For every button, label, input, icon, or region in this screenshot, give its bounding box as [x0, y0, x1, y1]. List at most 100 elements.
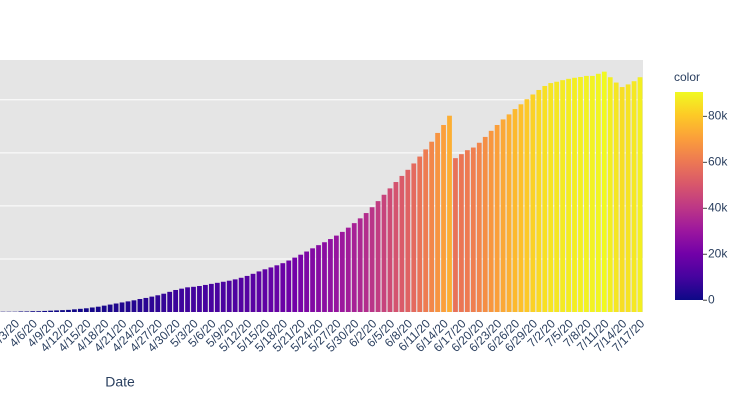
bar — [173, 289, 179, 312]
bar — [30, 311, 36, 312]
bar — [298, 254, 304, 312]
bar — [637, 77, 643, 313]
bar — [387, 188, 393, 312]
bar — [619, 87, 625, 312]
bar — [423, 149, 429, 312]
bar — [405, 169, 411, 312]
bar — [411, 163, 417, 312]
bar — [137, 299, 143, 312]
bar — [18, 311, 24, 312]
bar — [143, 297, 149, 312]
bar — [625, 84, 631, 313]
bar — [435, 132, 440, 312]
bar — [548, 83, 554, 312]
bar — [232, 279, 238, 312]
colorbar-tick-label: 20k — [708, 246, 728, 260]
bar — [214, 282, 220, 312]
bar — [197, 286, 202, 312]
bar — [369, 207, 375, 312]
bar — [208, 283, 214, 312]
bar — [191, 286, 196, 312]
bar — [607, 77, 613, 313]
bar — [631, 81, 637, 312]
bar — [24, 311, 30, 312]
bar — [566, 78, 571, 313]
bar — [238, 277, 244, 312]
bar — [328, 239, 333, 312]
bar — [101, 305, 107, 312]
bar — [572, 77, 577, 312]
colorbar-title: color — [674, 70, 700, 84]
bar — [453, 158, 458, 312]
bar — [506, 114, 512, 313]
bar — [375, 201, 381, 312]
bar — [83, 308, 89, 312]
bar — [530, 94, 536, 312]
bar — [345, 227, 351, 312]
bar — [95, 306, 101, 312]
bar — [518, 104, 524, 312]
bar — [256, 271, 262, 312]
bar — [399, 175, 405, 312]
bar — [155, 295, 161, 312]
bar — [107, 304, 113, 312]
bar — [447, 115, 452, 312]
bar — [36, 311, 42, 312]
bar — [488, 130, 494, 312]
bar — [429, 141, 435, 312]
bar — [578, 76, 583, 313]
bar — [393, 182, 399, 312]
bar — [167, 291, 173, 312]
bar — [512, 109, 518, 312]
bar — [316, 245, 321, 312]
bar — [42, 310, 48, 312]
bar — [441, 124, 446, 312]
bar — [179, 288, 184, 312]
bar — [286, 260, 292, 312]
bar — [203, 284, 208, 312]
bar — [60, 310, 65, 312]
bar — [590, 75, 595, 312]
bar — [584, 75, 589, 312]
bar — [268, 267, 274, 312]
bar — [357, 218, 363, 312]
bar — [595, 73, 601, 312]
bar — [77, 308, 83, 312]
bar — [119, 302, 125, 312]
bar — [54, 310, 59, 312]
bar — [220, 281, 226, 312]
bar — [470, 147, 476, 312]
bar — [149, 296, 155, 312]
bar — [262, 269, 268, 312]
bar — [244, 275, 250, 312]
bar — [66, 309, 71, 312]
bar — [125, 301, 131, 312]
bar — [339, 231, 345, 312]
bar — [185, 287, 190, 312]
bar — [417, 156, 423, 312]
bar — [48, 310, 53, 312]
bar — [131, 300, 137, 312]
plot-area — [0, 60, 643, 312]
bar — [500, 119, 506, 312]
x-axis-title: Date — [105, 374, 135, 390]
bar — [351, 223, 357, 312]
bar — [274, 265, 280, 312]
bar — [560, 80, 566, 312]
bar — [464, 150, 470, 312]
colorbar-tick-label: 80k — [708, 109, 728, 123]
bar — [226, 280, 232, 312]
bar — [482, 136, 488, 312]
bar — [542, 85, 548, 312]
bar — [292, 257, 298, 312]
bar — [381, 194, 387, 312]
colorbar-tick-label: 0 — [708, 292, 715, 306]
bar — [304, 251, 309, 312]
colorbar — [675, 92, 703, 300]
bar — [113, 303, 119, 312]
bar — [72, 309, 77, 312]
bar — [280, 263, 286, 312]
colorbar-tick-label: 60k — [708, 155, 728, 169]
bar — [89, 307, 95, 312]
